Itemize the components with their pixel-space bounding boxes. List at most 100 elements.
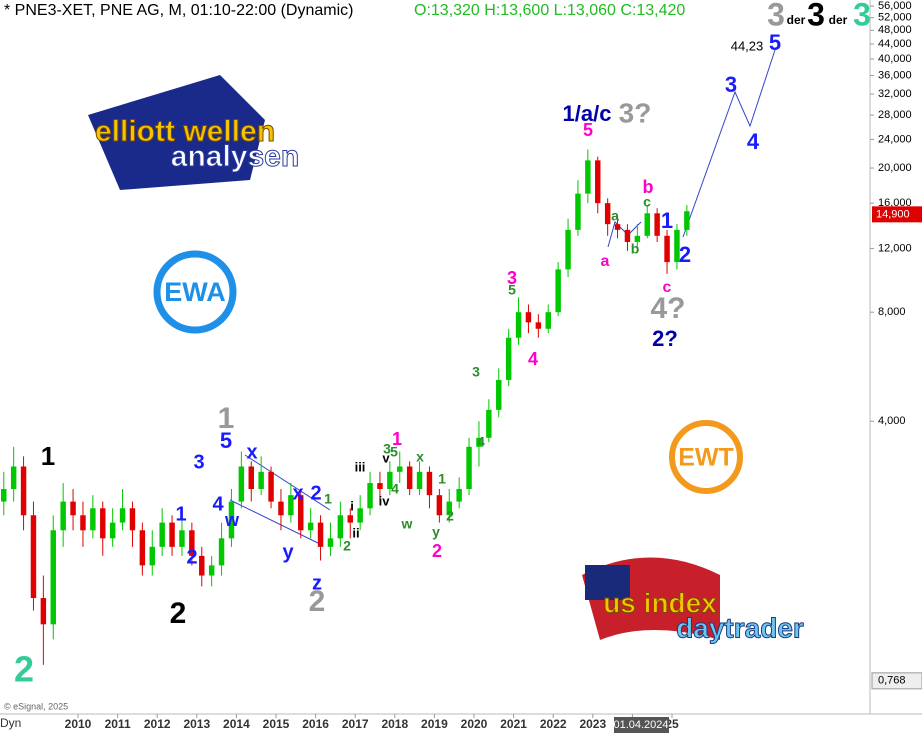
wave-label: i <box>350 498 354 513</box>
wave-label: 1 <box>661 208 673 233</box>
wave-label: 4 <box>391 481 399 497</box>
candle-body <box>189 530 195 556</box>
wave-line <box>607 221 642 248</box>
candle-body <box>476 437 482 447</box>
y-tick-label: 8,000 <box>878 306 906 318</box>
x-tick-label: 2010 <box>65 717 92 731</box>
y-tick-label: 28,000 <box>878 109 912 121</box>
wave-label: der <box>829 13 848 27</box>
candle-body <box>228 501 235 539</box>
y-tick-label: 32,000 <box>878 88 912 100</box>
logo-text: us index <box>603 587 717 618</box>
wave-label: 1/a/c <box>563 101 612 126</box>
candle-body <box>238 466 245 502</box>
candle-body <box>159 522 165 547</box>
candle-body <box>624 229 631 242</box>
candle-body <box>486 409 492 438</box>
candle-body <box>446 501 452 516</box>
wave-label: 1 <box>438 471 446 487</box>
wave-label: 2 <box>14 649 34 690</box>
y-tick-label: 12,000 <box>878 242 912 254</box>
candle-body <box>406 466 413 489</box>
last-price-label: 14,900 <box>876 208 910 220</box>
wave-label: 3 <box>853 0 871 32</box>
forecast-line <box>682 49 776 238</box>
wave-label: 3 <box>507 268 517 288</box>
wave-label: 1 <box>218 402 235 435</box>
candle-body <box>100 508 106 539</box>
candle-body <box>466 446 472 489</box>
cursor-date-box <box>614 717 669 733</box>
wave-label: c <box>663 279 672 296</box>
wave-label: 2 <box>343 538 351 554</box>
candle-body <box>288 495 294 516</box>
wave-label: 4 <box>477 434 485 450</box>
logo-text: EWT <box>678 444 734 472</box>
chart-title: * PNE3-XET, PNE AG, M, 01:10-22:00 (Dyna… <box>4 2 353 19</box>
wave-label: der <box>787 13 806 27</box>
logo-ring <box>669 420 743 494</box>
y-tick-label: 40,000 <box>878 53 912 65</box>
x-tick-label: 2012 <box>144 717 171 731</box>
candle-body <box>70 501 76 516</box>
logo-elliott: elliott wellen analysen <box>88 75 300 190</box>
candle-body <box>426 471 433 496</box>
candle-body <box>80 515 86 531</box>
candle-body <box>535 322 542 329</box>
wave-label: c <box>643 194 651 210</box>
wave-label: 5 <box>220 428 232 453</box>
wave-label: 3 <box>725 72 737 97</box>
candle-body <box>397 466 403 472</box>
wave-label: v <box>382 450 390 465</box>
y-tick-label: 48,000 <box>878 24 912 36</box>
candle-body <box>258 471 264 489</box>
candle-body <box>40 598 47 625</box>
candle-body <box>575 193 581 230</box>
candle-body <box>496 379 502 410</box>
copyright: © eSignal, 2025 <box>4 701 68 711</box>
logo-us: us index daytrader <box>582 557 804 644</box>
candle-body <box>515 312 522 338</box>
candle-body <box>604 203 611 225</box>
candle-body <box>614 224 621 230</box>
wave-label: ii <box>352 525 359 540</box>
wave-label: 2? <box>652 326 678 351</box>
candle-body <box>456 488 462 502</box>
wave-label: 1 <box>175 503 186 525</box>
logo-ewt: EWT <box>669 420 743 494</box>
interval-label: Dyn <box>0 716 21 730</box>
candle-body <box>367 483 373 509</box>
x-tick-label: 2013 <box>183 717 210 731</box>
wave-label: 3 <box>472 364 480 380</box>
wave-label: x <box>416 449 424 465</box>
wave-lines <box>229 49 776 546</box>
wave-label: 2 <box>679 242 691 267</box>
channel-line <box>244 454 331 511</box>
candle-body <box>327 538 334 547</box>
flag <box>585 565 630 600</box>
wave-label: x <box>246 441 257 463</box>
candle-body <box>595 160 601 204</box>
candle-body <box>674 229 680 263</box>
candle-body <box>347 515 353 523</box>
wave-label: 4 <box>212 493 224 515</box>
candle-body <box>139 530 146 566</box>
wave-label: 2 <box>432 541 442 561</box>
candle-body <box>377 483 383 489</box>
wave-label: 3? <box>619 97 652 128</box>
x-tick-label: 2018 <box>381 717 408 731</box>
last-price-box <box>872 206 922 223</box>
wave-label: b <box>643 177 654 197</box>
candle-body <box>218 538 225 566</box>
logo-text: elliott wellen <box>95 115 275 148</box>
wave-label: 4? <box>650 292 685 325</box>
low-marker-label: 0,768 <box>878 675 906 687</box>
x-tick-label: 2016 <box>302 717 329 731</box>
x-tick-label: 2011 <box>105 717 131 731</box>
candle-body <box>149 546 155 566</box>
candle-body <box>545 312 551 329</box>
candle-body <box>307 522 314 531</box>
candle-body <box>10 466 17 489</box>
candle-body <box>208 565 215 576</box>
